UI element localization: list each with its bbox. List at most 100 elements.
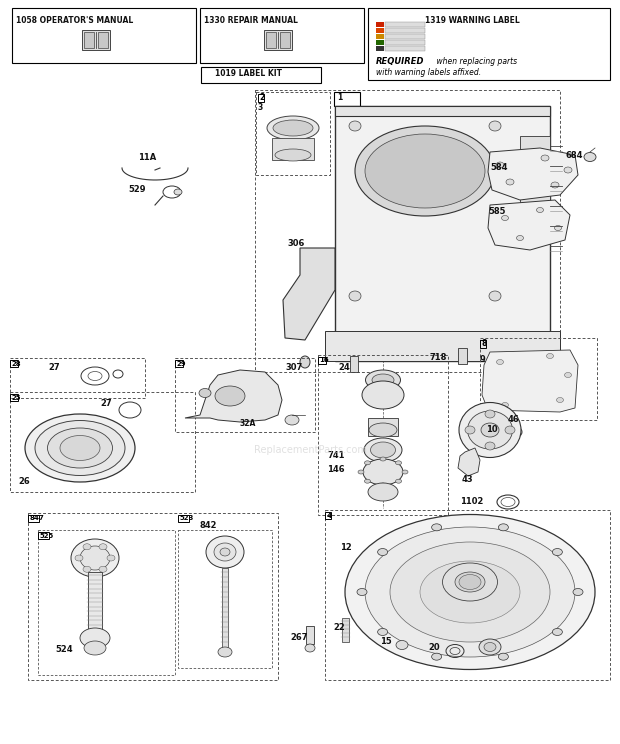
- Ellipse shape: [459, 574, 481, 589]
- Ellipse shape: [362, 381, 404, 409]
- Ellipse shape: [372, 374, 394, 386]
- Bar: [266, 32, 276, 48]
- Ellipse shape: [60, 435, 100, 461]
- Bar: [376, 28, 384, 33]
- Ellipse shape: [552, 548, 562, 556]
- Ellipse shape: [497, 359, 503, 365]
- Bar: [178, 530, 272, 668]
- Ellipse shape: [174, 189, 182, 195]
- Ellipse shape: [99, 566, 107, 572]
- Ellipse shape: [84, 641, 106, 655]
- Ellipse shape: [275, 149, 311, 161]
- Text: 1330 REPAIR MANUAL: 1330 REPAIR MANUAL: [204, 16, 298, 25]
- Ellipse shape: [378, 548, 388, 556]
- Bar: [480, 340, 486, 347]
- Polygon shape: [488, 200, 570, 250]
- Polygon shape: [283, 248, 335, 340]
- Text: 741: 741: [327, 451, 345, 460]
- Ellipse shape: [380, 457, 386, 461]
- Text: REQUIRED: REQUIRED: [376, 57, 425, 66]
- Text: 584: 584: [490, 164, 508, 173]
- Bar: [272, 138, 314, 160]
- Bar: [175, 360, 183, 367]
- Ellipse shape: [215, 386, 245, 406]
- Text: 1: 1: [337, 94, 342, 103]
- Bar: [38, 532, 49, 539]
- Ellipse shape: [358, 470, 364, 474]
- Bar: [10, 392, 195, 492]
- Text: 3: 3: [258, 103, 264, 112]
- Bar: [376, 34, 384, 39]
- Bar: [350, 356, 358, 372]
- Ellipse shape: [516, 236, 523, 240]
- Text: 27: 27: [100, 399, 112, 408]
- Bar: [306, 626, 314, 644]
- Text: 28: 28: [12, 361, 21, 367]
- Bar: [368, 418, 398, 436]
- Text: 684: 684: [565, 150, 583, 159]
- Ellipse shape: [485, 410, 495, 418]
- Ellipse shape: [443, 563, 497, 601]
- Bar: [480, 338, 597, 420]
- Text: 20: 20: [428, 644, 440, 652]
- Text: 529: 529: [128, 185, 146, 194]
- Text: 16: 16: [319, 358, 329, 364]
- Bar: [264, 30, 292, 50]
- Ellipse shape: [83, 544, 91, 550]
- Ellipse shape: [363, 459, 403, 485]
- Ellipse shape: [273, 120, 313, 136]
- Ellipse shape: [365, 461, 370, 465]
- Text: 27: 27: [48, 364, 60, 373]
- Text: 24: 24: [338, 364, 350, 373]
- Ellipse shape: [214, 543, 236, 561]
- Ellipse shape: [48, 428, 112, 468]
- Ellipse shape: [479, 639, 501, 655]
- Text: 718: 718: [430, 353, 448, 362]
- Bar: [325, 510, 610, 680]
- Ellipse shape: [71, 539, 119, 577]
- Ellipse shape: [305, 644, 315, 652]
- Ellipse shape: [396, 461, 402, 465]
- Ellipse shape: [551, 182, 559, 188]
- Bar: [10, 358, 145, 398]
- Ellipse shape: [366, 370, 401, 390]
- Text: 22: 22: [333, 623, 345, 632]
- Bar: [256, 92, 330, 175]
- Ellipse shape: [506, 179, 514, 185]
- Bar: [98, 32, 108, 48]
- Text: 307: 307: [285, 364, 303, 373]
- Ellipse shape: [489, 291, 501, 301]
- Text: 1319 WARNING LABEL: 1319 WARNING LABEL: [425, 16, 520, 25]
- Ellipse shape: [498, 653, 508, 660]
- Text: 1058 OPERATOR'S MANUAL: 1058 OPERATOR'S MANUAL: [16, 16, 133, 25]
- Bar: [368, 8, 610, 80]
- Ellipse shape: [496, 162, 504, 168]
- Ellipse shape: [554, 225, 562, 231]
- Ellipse shape: [481, 423, 499, 437]
- Bar: [38, 530, 175, 675]
- Ellipse shape: [364, 438, 402, 462]
- Ellipse shape: [25, 414, 135, 482]
- Ellipse shape: [396, 479, 402, 483]
- Ellipse shape: [484, 643, 496, 652]
- Text: 524: 524: [55, 646, 73, 655]
- Text: when replacing parts: when replacing parts: [434, 57, 517, 66]
- Polygon shape: [488, 148, 578, 200]
- Ellipse shape: [420, 561, 520, 623]
- Ellipse shape: [380, 483, 386, 487]
- Ellipse shape: [485, 442, 495, 450]
- Bar: [385, 34, 425, 39]
- Text: 11A: 11A: [138, 153, 156, 162]
- Ellipse shape: [541, 155, 549, 161]
- Text: 847: 847: [30, 516, 44, 522]
- Text: with warning labels affixed.: with warning labels affixed.: [376, 68, 481, 77]
- Ellipse shape: [564, 167, 572, 173]
- Ellipse shape: [349, 291, 361, 301]
- Bar: [255, 90, 560, 372]
- Ellipse shape: [467, 411, 513, 449]
- Bar: [10, 394, 18, 401]
- Bar: [258, 94, 264, 102]
- Bar: [201, 67, 321, 83]
- Ellipse shape: [355, 126, 495, 216]
- Ellipse shape: [199, 388, 211, 397]
